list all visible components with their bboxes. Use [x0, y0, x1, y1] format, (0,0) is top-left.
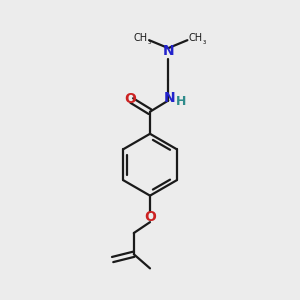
Text: H: H	[176, 94, 186, 108]
Text: CH: CH	[134, 33, 148, 43]
Text: O: O	[144, 210, 156, 224]
Text: CH: CH	[189, 33, 203, 43]
Text: ₃: ₃	[202, 37, 206, 46]
Text: O: O	[124, 92, 136, 106]
Text: N: N	[164, 91, 175, 105]
Text: N: N	[162, 44, 174, 58]
Text: ₃: ₃	[148, 37, 151, 46]
